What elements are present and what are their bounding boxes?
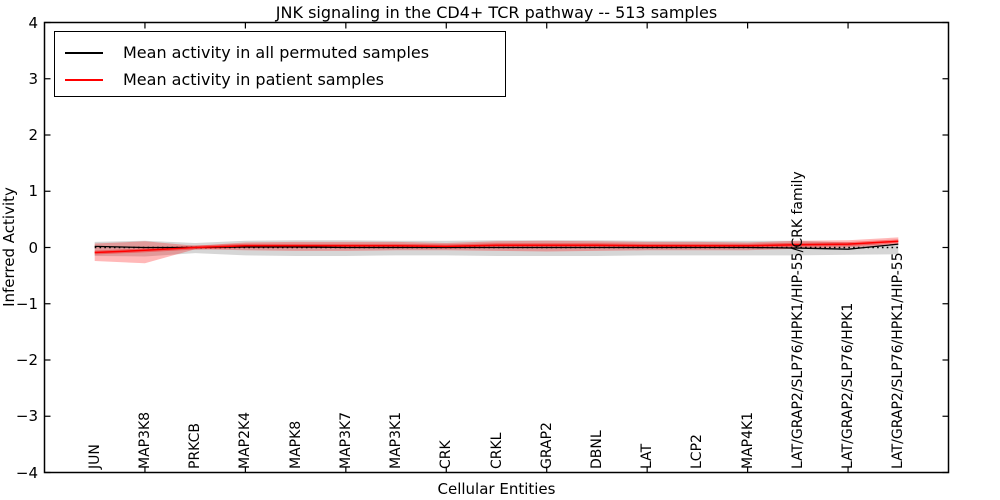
- legend-box: Mean activity in all permuted samples Me…: [54, 31, 506, 97]
- x-category-label: LAT/GRAP2/SLP76/HPK1/HIP-55/CRK family: [789, 171, 806, 469]
- chart-title: JNK signaling in the CD4+ TCR pathway --…: [275, 3, 718, 22]
- x-category-label: MAP3K8: [136, 411, 153, 469]
- legend-entry-patient: Mean activity in patient samples: [65, 66, 505, 93]
- y-tick-label: −3: [15, 407, 38, 426]
- x-axis-label: Cellular Entities: [437, 480, 556, 498]
- x-category-label: LAT/GRAP2/SLP76/HPK1/HIP-55: [890, 252, 907, 469]
- patient-confidence-band: [94, 237, 899, 264]
- x-category-label: MAPK8: [287, 420, 304, 469]
- x-category-label: PRKCB: [187, 423, 204, 469]
- legend-line-sample-permuted: [65, 51, 103, 54]
- permuted-mean-line: [94, 243, 899, 250]
- y-tick-label: −1: [15, 294, 38, 313]
- y-tick-label: −2: [15, 351, 38, 369]
- x-category-label: MAP4K1: [739, 411, 756, 469]
- legend-entry-permuted: Mean activity in all permuted samples: [65, 39, 505, 66]
- x-category-label: CRK: [438, 440, 455, 469]
- legend-label-permuted: Mean activity in all permuted samples: [123, 43, 430, 62]
- y-tick-label: 4: [28, 13, 38, 32]
- x-category-label: LAT: [639, 443, 656, 469]
- permuted-confidence-band: [94, 240, 899, 257]
- y-tick-label: 0: [28, 238, 38, 257]
- x-category-label: MAP3K1: [388, 411, 405, 469]
- x-category-label: JUN: [86, 444, 103, 469]
- y-tick-label: 1: [28, 182, 38, 201]
- patient-mean-line: [94, 240, 899, 254]
- y-tick-label: 3: [28, 69, 38, 88]
- y-tick-label: 2: [28, 126, 38, 144]
- x-category-label: DBNL: [588, 430, 605, 469]
- x-category-label: MAP3K7: [337, 411, 354, 469]
- x-category-label: CRKL: [488, 432, 505, 469]
- x-category-label: LAT/GRAP2/SLP76/HPK1: [840, 302, 857, 469]
- x-category-label: MAP2K4: [237, 411, 254, 469]
- y-tick-label: −4: [15, 463, 38, 482]
- legend-label-patient: Mean activity in patient samples: [123, 70, 384, 89]
- legend-line-sample-patient: [65, 78, 103, 81]
- x-category-label: LCP2: [689, 434, 706, 469]
- x-category-label: GRAP2: [538, 422, 555, 469]
